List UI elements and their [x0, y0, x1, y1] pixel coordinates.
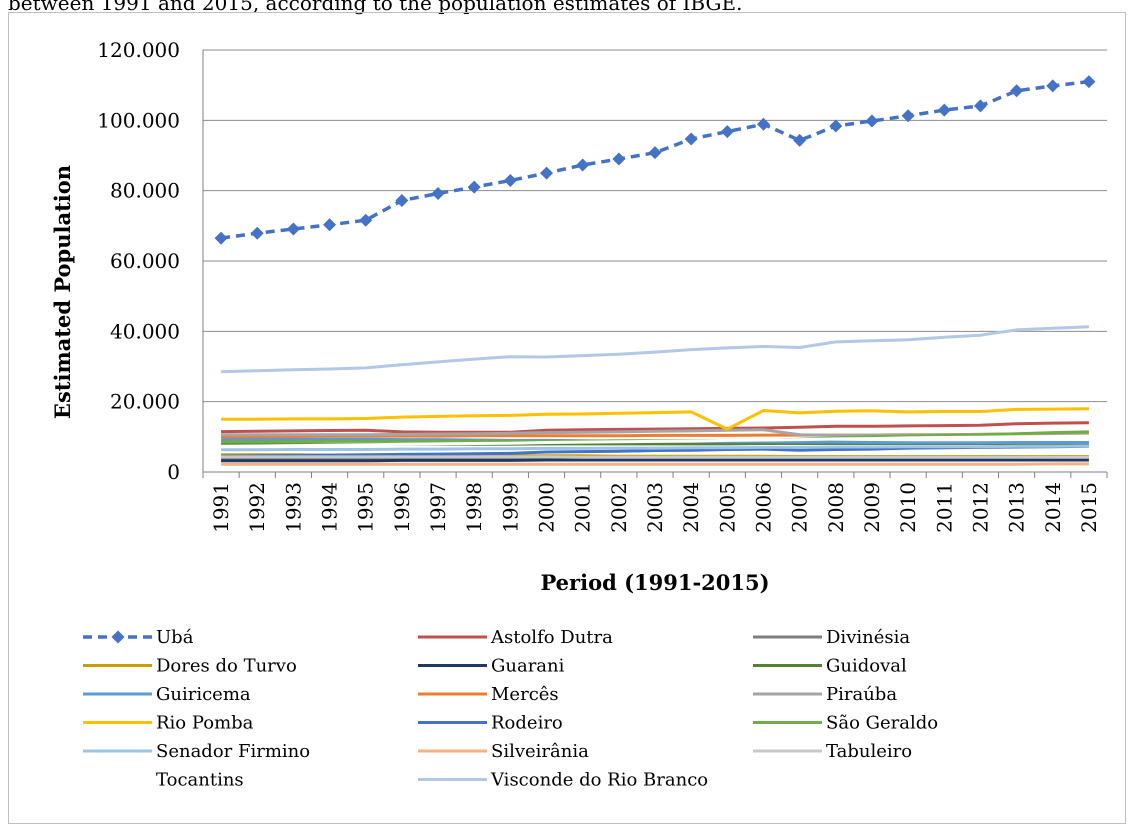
legend-label: Rio Pomba	[156, 713, 254, 734]
legend-label: Rodeiro	[491, 713, 563, 734]
y-tick-labels: 0 20.000 40.000 60.000 80.000 100.000 120.000	[97, 38, 180, 484]
series-line	[221, 460, 1089, 461]
x-tick-label: 2006	[751, 482, 775, 533]
data-point	[1046, 79, 1059, 92]
data-point	[323, 218, 336, 231]
y-tick-label: 60.000	[110, 249, 180, 273]
data-point	[612, 153, 625, 166]
x-tick-label: 2011	[932, 482, 956, 533]
x-tick-label: 1996	[390, 482, 414, 533]
x-tick-label: 2005	[715, 482, 739, 533]
legend-label: Divinésia	[826, 627, 910, 648]
x-tick-label: 1995	[354, 482, 378, 533]
x-tick-label: 2000	[535, 482, 559, 533]
legend-label: Visconde do Rio Branco	[490, 770, 708, 791]
data-point	[757, 118, 770, 131]
series-line	[221, 327, 1089, 372]
legend-label: Piraúba	[826, 684, 897, 705]
data-point	[251, 227, 264, 240]
x-tick-label: 2012	[968, 482, 992, 533]
x-tick-label: 2002	[607, 482, 631, 533]
legend-label: Guarani	[491, 656, 565, 677]
legend-marker	[112, 631, 125, 644]
data-point	[865, 115, 878, 128]
x-tick-label: 1997	[426, 482, 450, 533]
x-tick-label: 2003	[643, 482, 667, 533]
data-point	[395, 194, 408, 207]
x-tick-labels: 1991 1992 1993 1994 1995 1996 1997 1998 1999 2000…	[209, 482, 1101, 533]
y-tick-label: 80.000	[110, 179, 180, 203]
x-tick-label: 2007	[788, 482, 812, 533]
series-markers	[215, 75, 1096, 244]
y-tick-label: 100.000	[97, 108, 180, 132]
x-tick-label: 1991	[209, 482, 233, 533]
legend-label: Silveirânia	[491, 741, 589, 762]
data-point	[793, 134, 806, 147]
legend: Ubá Astolfo Dutra Divinésia Dores do Turvo G…	[83, 627, 938, 791]
legend-label: Mercês	[491, 684, 559, 705]
x-tick-label: 2009	[860, 482, 884, 533]
y-tick-label: 20.000	[110, 390, 180, 414]
x-tick-label: 2004	[679, 482, 703, 533]
data-point	[215, 232, 228, 245]
x-axis-label: Period (1991-2015)	[540, 570, 769, 595]
legend-label: Dores do Turvo	[156, 656, 297, 677]
data-point	[649, 146, 662, 159]
x-tick-label: 1992	[245, 482, 269, 533]
legend-label: Ubá	[156, 627, 194, 648]
data-point	[829, 119, 842, 132]
data-point	[974, 99, 987, 112]
x-tick-label: 1994	[318, 482, 342, 533]
data-point	[1010, 84, 1023, 97]
legend-label: Tocantins	[156, 770, 244, 791]
data-point	[359, 214, 372, 227]
x-tick-label: 2013	[1005, 482, 1029, 533]
x-tick-label: 2010	[896, 482, 920, 533]
x-tick-label: 1998	[462, 482, 486, 533]
x-tick-label: 1999	[498, 482, 522, 533]
series-line	[221, 446, 1089, 450]
x-tick-label: 2001	[571, 482, 595, 533]
data-point	[540, 167, 553, 180]
data-point	[432, 187, 445, 200]
legend-label: Tabuleiro	[826, 741, 912, 762]
legend-label: Guiricema	[156, 684, 251, 705]
series-lines	[221, 82, 1089, 465]
x-tick-label: 2015	[1077, 482, 1101, 533]
x-tick-label: 1993	[281, 482, 305, 533]
legend-label: São Geraldo	[826, 713, 938, 734]
data-point	[504, 174, 517, 187]
data-point	[721, 125, 734, 138]
data-point	[1082, 75, 1095, 88]
data-point	[468, 181, 481, 194]
y-tick-label: 0	[167, 460, 180, 484]
legend-label: Senador Firmino	[156, 741, 310, 762]
x-tick-label: 2014	[1041, 482, 1065, 533]
data-point	[576, 158, 589, 171]
y-tick-label: 120.000	[97, 38, 180, 62]
legend-label: Guidoval	[826, 656, 907, 677]
y-axis-label: Estimated Population	[50, 165, 75, 419]
data-point	[938, 104, 951, 117]
data-point	[685, 132, 698, 145]
legend-label: Astolfo Dutra	[490, 627, 613, 648]
x-tick-label: 2008	[824, 482, 848, 533]
series-line	[221, 82, 1089, 239]
data-point	[287, 222, 300, 235]
y-tick-label: 40.000	[110, 319, 180, 343]
